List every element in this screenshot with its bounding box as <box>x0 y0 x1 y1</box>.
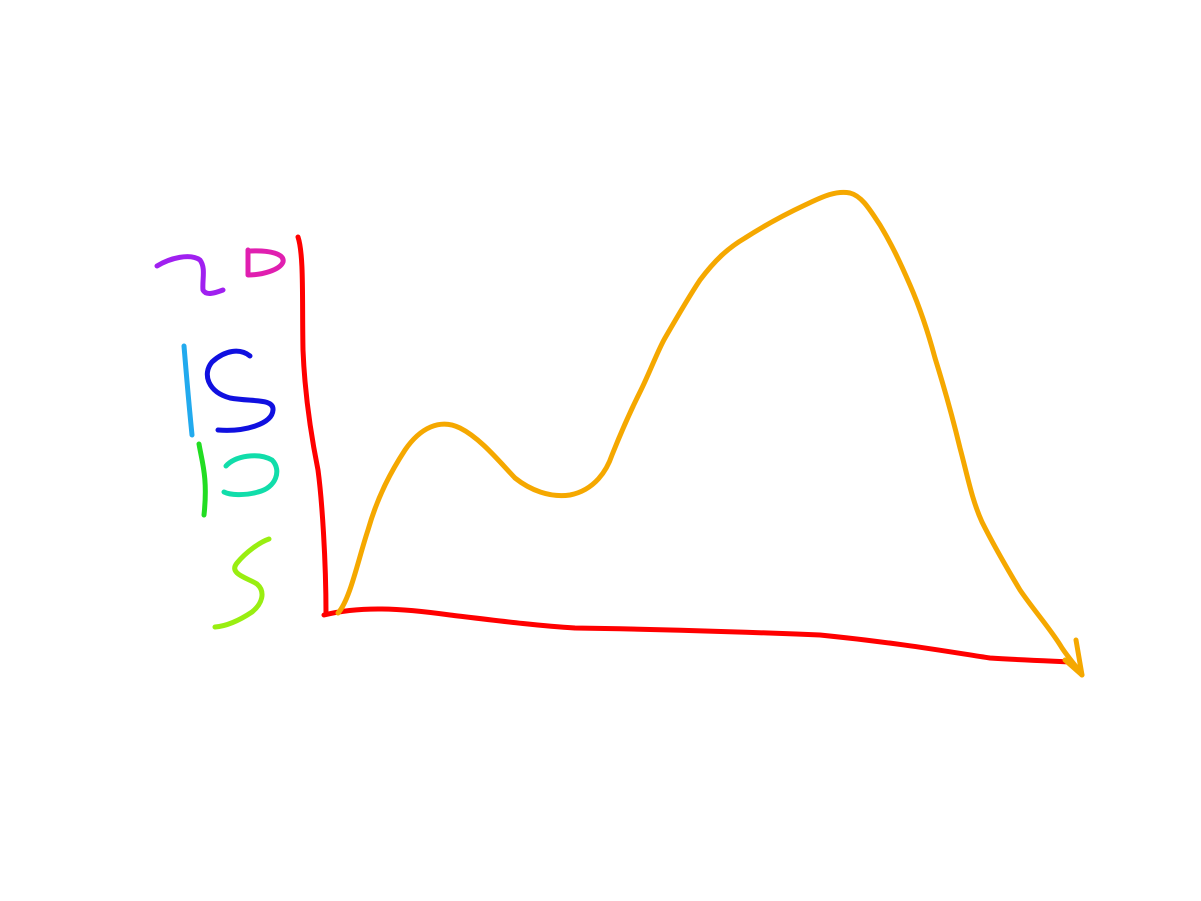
y-tick-glyph <box>212 536 272 630</box>
y-tick-label-15: 15 <box>181 343 276 438</box>
series-line <box>335 189 1085 678</box>
y-tick-label-20: 20 <box>154 247 286 296</box>
y-tick-glyph <box>205 348 276 433</box>
y-tick-glyph <box>196 441 208 518</box>
y-tick-glyph <box>181 343 195 438</box>
x-axis-line <box>321 606 1075 665</box>
y-tick-labels: 20 1510 5 <box>154 247 286 630</box>
y-tick-glyph <box>221 453 280 498</box>
series-arrowhead-icon <box>1062 637 1085 678</box>
y-tick-glyph <box>154 254 226 296</box>
y-axis-line <box>295 234 329 617</box>
y-tick-glyph <box>245 247 286 278</box>
y-tick-label-10: 10 <box>196 441 280 518</box>
y-tick-label-5: 5 <box>212 536 272 630</box>
